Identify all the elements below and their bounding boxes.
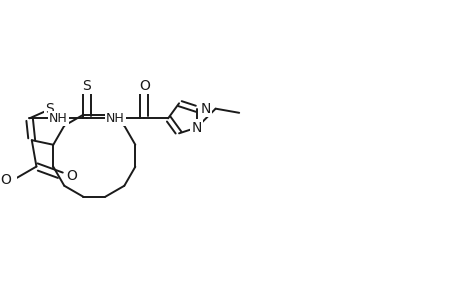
Text: NH: NH [106, 112, 125, 125]
Text: NH: NH [49, 112, 67, 125]
Text: O: O [139, 79, 149, 93]
Text: O: O [0, 173, 11, 187]
Text: S: S [82, 79, 91, 93]
Text: N: N [200, 102, 210, 116]
Text: N: N [191, 121, 202, 135]
Text: S: S [45, 102, 54, 116]
Text: O: O [66, 169, 77, 183]
